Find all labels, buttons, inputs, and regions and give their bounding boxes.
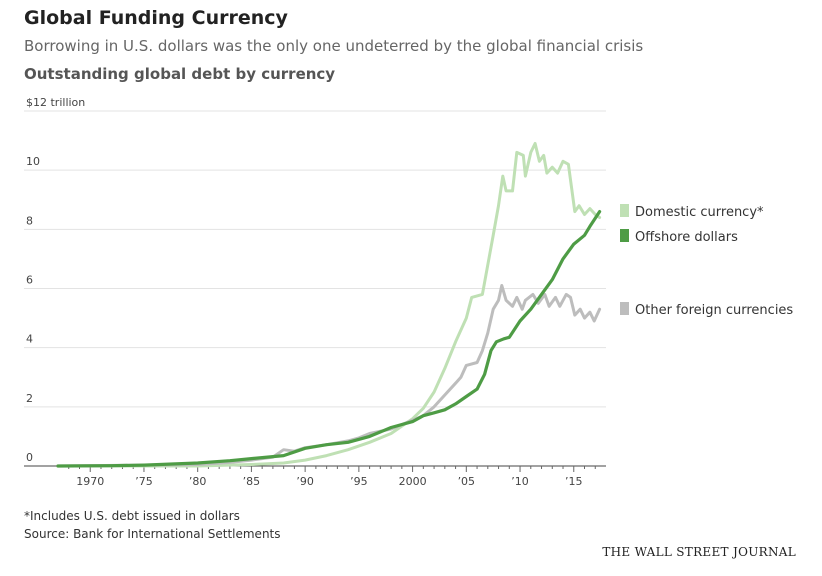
legend: Domestic currency* Offshore dollars Other … bbox=[620, 204, 793, 318]
x-tick-label: ’15 bbox=[565, 475, 583, 488]
x-tick-label: 1970 bbox=[76, 475, 104, 488]
legend-label: Domestic currency* bbox=[635, 205, 764, 220]
legend-label: Other foreign currencies bbox=[635, 303, 793, 318]
y-tick-label: 4 bbox=[26, 333, 33, 346]
y-tick-label: $12 trillion bbox=[26, 96, 85, 109]
x-axis: 1970 ’75 ’80 ’85 ’90 ’95 2000 ’05 ’10 ’15 bbox=[24, 465, 606, 488]
x-tick-label: ’80 bbox=[189, 475, 207, 488]
footnote: *Includes U.S. debt issued in dollars bbox=[24, 509, 240, 523]
x-tick-label: ’05 bbox=[458, 475, 476, 488]
series-line-3 bbox=[56, 284, 602, 468]
y-tick-label: 8 bbox=[26, 214, 33, 227]
series-line-1 bbox=[56, 142, 602, 468]
grid-lines bbox=[24, 110, 606, 408]
x-tick-label: ’10 bbox=[511, 475, 529, 488]
chart-title: Outstanding global debt by currency bbox=[24, 65, 336, 83]
x-tick-label: ’75 bbox=[135, 475, 153, 488]
legend-swatch bbox=[620, 204, 629, 217]
legend-label: Offshore dollars bbox=[635, 230, 738, 245]
source-note: Source: Bank for International Settlemen… bbox=[24, 527, 281, 541]
series-lines bbox=[56, 142, 602, 468]
legend-swatch bbox=[620, 229, 629, 242]
page-title: Global Funding Currency bbox=[24, 7, 288, 29]
x-tick-label: ’95 bbox=[350, 475, 368, 488]
legend-swatch bbox=[620, 302, 629, 315]
x-tick-label: 2000 bbox=[399, 475, 427, 488]
y-axis-ticks: 0 2 4 6 8 10 $12 trillion bbox=[26, 96, 85, 464]
page-subtitle: Borrowing in U.S. dollars was the only o… bbox=[24, 37, 644, 55]
y-tick-label: 10 bbox=[26, 155, 40, 168]
y-tick-label: 0 bbox=[26, 451, 33, 464]
x-tick-label: ’85 bbox=[243, 475, 261, 488]
series-line-2 bbox=[56, 210, 602, 468]
x-tick-label: ’90 bbox=[296, 475, 314, 488]
y-tick-label: 2 bbox=[26, 392, 33, 405]
publisher-brand: THE WALL STREET JOURNAL bbox=[602, 545, 796, 559]
y-tick-label: 6 bbox=[26, 274, 33, 287]
